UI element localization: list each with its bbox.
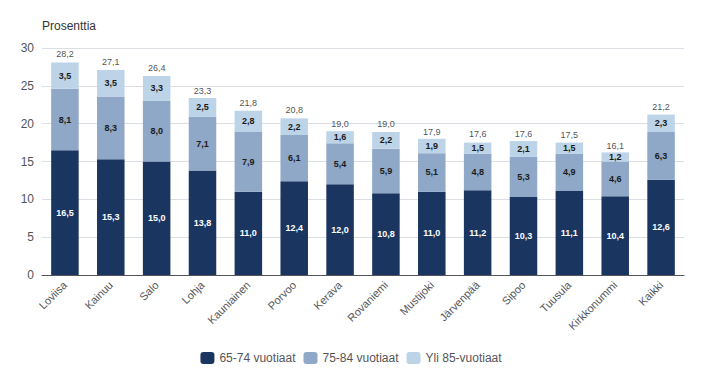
- svg-text:2,1: 2,1: [517, 144, 530, 154]
- svg-text:5,1: 5,1: [426, 167, 439, 177]
- svg-text:19,0: 19,0: [377, 119, 395, 129]
- svg-text:7,1: 7,1: [196, 139, 209, 149]
- svg-text:20: 20: [21, 117, 35, 131]
- svg-text:65-74 vuotiaat: 65-74 vuotiaat: [219, 351, 296, 365]
- svg-text:10,3: 10,3: [515, 231, 533, 241]
- svg-text:Rovaniemi: Rovaniemi: [345, 279, 390, 324]
- svg-text:5,4: 5,4: [334, 159, 347, 169]
- svg-text:8,3: 8,3: [105, 123, 118, 133]
- svg-text:26,4: 26,4: [148, 63, 166, 73]
- svg-text:12,0: 12,0: [331, 225, 349, 235]
- svg-text:Kerava: Kerava: [311, 278, 345, 312]
- svg-text:5,9: 5,9: [380, 166, 393, 176]
- svg-text:28,2: 28,2: [56, 49, 74, 59]
- svg-text:15,0: 15,0: [148, 213, 166, 223]
- svg-text:23,3: 23,3: [194, 86, 212, 96]
- svg-text:4,6: 4,6: [609, 174, 622, 184]
- svg-text:1,2: 1,2: [609, 152, 622, 162]
- svg-text:Kainuu: Kainuu: [82, 279, 115, 312]
- svg-text:Järvenpää: Järvenpää: [437, 278, 482, 323]
- svg-text:75-84 vuotiaat: 75-84 vuotiaat: [322, 351, 399, 365]
- svg-text:15,3: 15,3: [102, 212, 120, 222]
- svg-text:15: 15: [21, 155, 35, 169]
- svg-text:Mustijoki: Mustijoki: [397, 279, 436, 318]
- svg-text:11,2: 11,2: [469, 228, 486, 238]
- svg-text:4,8: 4,8: [471, 167, 484, 177]
- svg-text:8,1: 8,1: [59, 115, 72, 125]
- svg-text:16,5: 16,5: [56, 208, 74, 218]
- svg-text:30: 30: [21, 41, 35, 55]
- svg-text:1,5: 1,5: [471, 143, 484, 153]
- svg-text:2,5: 2,5: [196, 102, 209, 112]
- svg-text:Kirkkonummi: Kirkkonummi: [566, 279, 619, 332]
- svg-text:21,8: 21,8: [240, 98, 258, 108]
- svg-text:Kaikki: Kaikki: [636, 279, 665, 308]
- svg-text:6,1: 6,1: [288, 153, 301, 163]
- svg-text:2,2: 2,2: [288, 122, 301, 132]
- svg-text:19,0: 19,0: [331, 119, 349, 129]
- svg-text:1,6: 1,6: [334, 132, 347, 142]
- svg-text:17,6: 17,6: [469, 129, 487, 139]
- svg-text:10: 10: [21, 192, 35, 206]
- svg-text:12,4: 12,4: [285, 223, 303, 233]
- svg-text:Salo: Salo: [137, 279, 161, 303]
- svg-text:Tuusula: Tuusula: [538, 278, 574, 314]
- svg-text:Kauniainen: Kauniainen: [205, 279, 252, 326]
- svg-text:3,3: 3,3: [150, 83, 163, 93]
- svg-text:2,8: 2,8: [242, 116, 255, 126]
- svg-text:10,8: 10,8: [377, 229, 395, 239]
- svg-text:3,5: 3,5: [105, 78, 118, 88]
- svg-text:17,6: 17,6: [515, 129, 533, 139]
- svg-text:Prosenttia: Prosenttia: [42, 19, 96, 33]
- svg-text:Loviisa: Loviisa: [37, 278, 70, 311]
- svg-text:2,3: 2,3: [655, 118, 668, 128]
- svg-text:25: 25: [21, 79, 35, 93]
- svg-text:Sipoo: Sipoo: [499, 279, 527, 307]
- svg-text:Yli 85-vuotiaat: Yli 85-vuotiaat: [426, 351, 503, 365]
- svg-text:3,5: 3,5: [59, 71, 72, 81]
- svg-text:12,6: 12,6: [652, 222, 670, 232]
- svg-text:1,9: 1,9: [426, 141, 439, 151]
- svg-text:11,1: 11,1: [561, 228, 578, 238]
- svg-text:7,9: 7,9: [242, 157, 255, 167]
- svg-text:11,0: 11,0: [240, 228, 257, 238]
- svg-text:21,2: 21,2: [652, 102, 670, 112]
- svg-text:27,1: 27,1: [102, 57, 120, 67]
- svg-text:Lohja: Lohja: [179, 278, 207, 306]
- svg-text:6,3: 6,3: [655, 151, 668, 161]
- svg-text:20,8: 20,8: [285, 105, 303, 115]
- svg-text:8,0: 8,0: [150, 126, 163, 136]
- svg-text:16,1: 16,1: [606, 141, 624, 151]
- svg-text:5: 5: [27, 230, 34, 244]
- svg-text:2,2: 2,2: [380, 135, 393, 145]
- svg-text:0: 0: [27, 268, 34, 282]
- svg-text:4,9: 4,9: [563, 167, 576, 177]
- svg-text:13,8: 13,8: [194, 218, 212, 228]
- svg-text:Porvoo: Porvoo: [265, 279, 298, 312]
- svg-text:17,5: 17,5: [561, 130, 579, 140]
- svg-text:10,4: 10,4: [606, 231, 624, 241]
- svg-text:1,5: 1,5: [563, 143, 576, 153]
- svg-text:17,9: 17,9: [423, 127, 441, 137]
- svg-text:5,3: 5,3: [517, 172, 530, 182]
- svg-text:11,0: 11,0: [423, 228, 440, 238]
